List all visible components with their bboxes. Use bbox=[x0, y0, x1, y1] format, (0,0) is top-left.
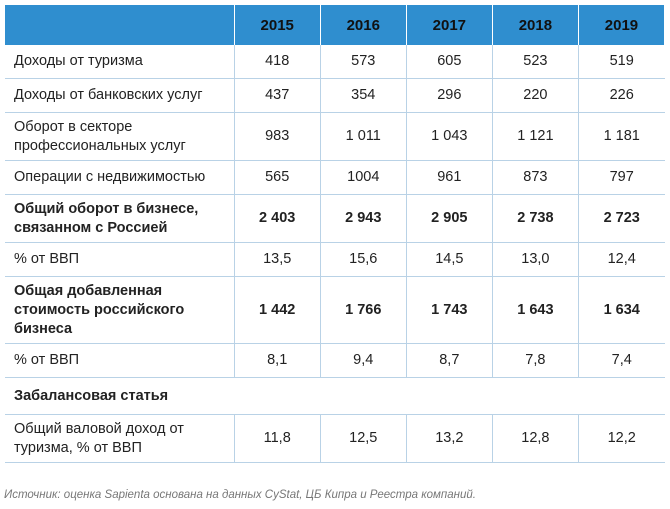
cell-2016: 12,5 bbox=[320, 414, 407, 463]
cell-2017: 14,5 bbox=[406, 242, 493, 277]
cell-2018: 220 bbox=[492, 78, 579, 113]
cell-2017: 8,7 bbox=[406, 343, 493, 378]
row-label: % от ВВП bbox=[5, 242, 235, 277]
row-label: % от ВВП bbox=[5, 343, 235, 378]
cell-2015: 437 bbox=[234, 78, 321, 113]
cell-2017: 2 905 bbox=[406, 194, 493, 243]
row-label: Общий оборот в бизнесе, связанном с Росс… bbox=[5, 194, 235, 243]
header-cell-2017: 2017 bbox=[406, 5, 493, 45]
row-label: Общий валовой доход от туризма, % от ВВП bbox=[5, 414, 235, 463]
cell-2015: 8,1 bbox=[234, 343, 321, 378]
data-table-container: 2015 2016 2017 2018 2019 Доходы от туриз… bbox=[5, 5, 666, 463]
header-cell-label bbox=[5, 5, 235, 45]
header-cell-2018: 2018 bbox=[492, 5, 579, 45]
cell-2019: 519 bbox=[578, 45, 665, 79]
cell-2018: 873 bbox=[492, 160, 579, 195]
cell-2016: 1 766 bbox=[320, 276, 407, 344]
cell-2016: 15,6 bbox=[320, 242, 407, 277]
table-row-professional-services: Оборот в секторе профессиональных услуг … bbox=[5, 112, 665, 161]
cell-2015: 2 403 bbox=[234, 194, 321, 243]
row-label: Доходы от туризма bbox=[5, 45, 235, 79]
section-heading: Забалансовая статья bbox=[5, 377, 665, 415]
table-row-real-estate: Операции с недвижимостью 565 1004 961 87… bbox=[5, 160, 665, 195]
cell-2018: 7,8 bbox=[492, 343, 579, 378]
cell-2019: 797 bbox=[578, 160, 665, 195]
row-label: Операции с недвижимостью bbox=[5, 160, 235, 195]
table-row-tourism-income: Доходы от туризма 418 573 605 523 519 bbox=[5, 45, 665, 79]
cell-2015: 13,5 bbox=[234, 242, 321, 277]
cell-2017: 13,2 bbox=[406, 414, 493, 463]
cell-2018: 13,0 bbox=[492, 242, 579, 277]
cell-2018: 1 121 bbox=[492, 112, 579, 161]
cell-2015: 1 442 bbox=[234, 276, 321, 344]
cell-2019: 226 bbox=[578, 78, 665, 113]
cell-2016: 2 943 bbox=[320, 194, 407, 243]
header-cell-2016: 2016 bbox=[320, 5, 407, 45]
header-cell-2019: 2019 bbox=[578, 5, 666, 45]
source-note: Источник: оценка Sapienta основана на да… bbox=[4, 489, 476, 501]
cell-2015: 565 bbox=[234, 160, 321, 195]
cell-2019: 12,4 bbox=[578, 242, 665, 277]
table-row-value-added-gdp-share: % от ВВП 8,1 9,4 8,7 7,8 7,4 bbox=[5, 343, 665, 378]
row-label: Общая добавленная стоимость российского … bbox=[5, 276, 235, 344]
table-row-turnover-gdp-share: % от ВВП 13,5 15,6 14,5 13,0 12,4 bbox=[5, 242, 665, 277]
cell-2019: 1 634 bbox=[578, 276, 665, 344]
cell-2017: 1 743 bbox=[406, 276, 493, 344]
cell-2015: 418 bbox=[234, 45, 321, 79]
cell-2018: 1 643 bbox=[492, 276, 579, 344]
cell-2019: 7,4 bbox=[578, 343, 665, 378]
row-label: Оборот в секторе профессиональных услуг bbox=[5, 112, 235, 161]
table-row-off-balance-heading: Забалансовая статья bbox=[5, 377, 665, 415]
cell-2016: 1 011 bbox=[320, 112, 407, 161]
table-row-tourism-gross-income: Общий валовой доход от туризма, % от ВВП… bbox=[5, 414, 665, 463]
table-row-total-turnover: Общий оборот в бизнесе, связанном с Росс… bbox=[5, 194, 665, 243]
table-row-total-value-added: Общая добавленная стоимость российского … bbox=[5, 276, 665, 344]
cell-2019: 1 181 bbox=[578, 112, 665, 161]
cell-2019: 12,2 bbox=[578, 414, 665, 463]
header-cell-2015: 2015 bbox=[234, 5, 321, 45]
cell-2016: 573 bbox=[320, 45, 407, 79]
cell-2015: 11,8 bbox=[234, 414, 321, 463]
cell-2017: 961 bbox=[406, 160, 493, 195]
cell-2018: 12,8 bbox=[492, 414, 579, 463]
cell-2017: 1 043 bbox=[406, 112, 493, 161]
cell-2017: 296 bbox=[406, 78, 493, 113]
cell-2016: 9,4 bbox=[320, 343, 407, 378]
row-label: Доходы от банковских услуг bbox=[5, 78, 235, 113]
cell-2016: 354 bbox=[320, 78, 407, 113]
table-row-banking-income: Доходы от банковских услуг 437 354 296 2… bbox=[5, 78, 665, 113]
cell-2015: 983 bbox=[234, 112, 321, 161]
data-table: 2015 2016 2017 2018 2019 Доходы от туриз… bbox=[5, 5, 666, 463]
header-row: 2015 2016 2017 2018 2019 bbox=[5, 5, 666, 45]
cell-2018: 2 738 bbox=[492, 194, 579, 243]
cell-2019: 2 723 bbox=[578, 194, 665, 243]
cell-2017: 605 bbox=[406, 45, 493, 79]
cell-2018: 523 bbox=[492, 45, 579, 79]
cell-2016: 1004 bbox=[320, 160, 407, 195]
